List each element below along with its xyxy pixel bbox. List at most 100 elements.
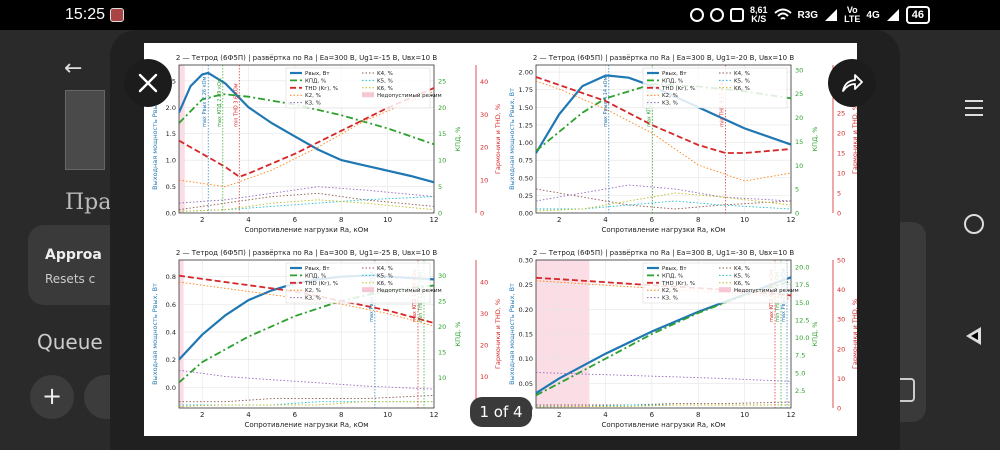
legend-label: K6, %: [377, 281, 393, 287]
y3-axis-label: Гармоники и THD, %: [494, 104, 502, 174]
y3-tick-label: 30: [837, 316, 845, 324]
plot-frame: [178, 259, 435, 409]
background-heading: Пра: [65, 190, 112, 215]
legend-label: K2, %: [305, 93, 321, 99]
y2-axis-label: КПД, %: [454, 322, 462, 347]
x-tick-label: 2: [557, 411, 561, 419]
legend-label: КПД, %: [662, 78, 683, 84]
y3-tick-label: 25: [837, 110, 845, 118]
y-tick-label: 0.6: [166, 301, 176, 309]
speed-value: 8,61: [749, 5, 768, 15]
y3-axis-label: Гармоники и THD, %: [851, 104, 857, 174]
legend-label: K6, %: [734, 86, 750, 92]
add-button[interactable]: +: [30, 375, 74, 419]
wifi-icon: [773, 8, 792, 20]
legend-label: K2, %: [305, 288, 321, 294]
legend-label: Рвых, Вт: [305, 71, 330, 77]
series-line: [179, 87, 434, 178]
legend-label: K5, %: [734, 273, 750, 279]
y2-tick-label: 10: [795, 162, 803, 170]
y2-tick-label: 15.0: [795, 299, 809, 307]
legend-label: K4, %: [377, 71, 393, 77]
series-line: [536, 188, 791, 210]
legend-box: [285, 67, 431, 109]
chart-2: 2 — Тетрод (6Ф5П) | развёртка по Ra | Ea…: [508, 54, 857, 234]
x-tick-label: 8: [696, 411, 700, 419]
y-axis-label: Выходная мощность Рвых, Вт: [151, 88, 159, 190]
y3-tick-label: 0: [480, 210, 484, 218]
y3-axis-label: Гармоники и THD, %: [851, 299, 857, 369]
recent-apps-button[interactable]: [965, 100, 983, 116]
chart-title: 2 — Тетрод (6Ф5П) | развёртка по Ra | Ea…: [176, 54, 437, 62]
y2-tick-label: 10: [438, 374, 446, 382]
legend-label: K3, %: [305, 101, 321, 107]
y-tick-label: 0.05: [519, 380, 533, 388]
volte-top: Vo: [846, 5, 858, 15]
x-tick-label: 10: [740, 216, 749, 224]
share-button[interactable]: [828, 59, 876, 107]
y3-tick-label: 0: [837, 210, 841, 218]
y-axis-label: Выходная мощность Рвых, Вт: [508, 283, 516, 385]
y2-tick-label: 5: [795, 186, 799, 194]
series-line: [179, 71, 434, 184]
y2-tick-label: 25: [795, 90, 803, 98]
legend-label: Недопустимый режим: [734, 287, 799, 294]
y2-tick-label: 10.0: [795, 334, 809, 342]
legend-label: Рвых, Вт: [662, 71, 687, 77]
nfc-icon: [729, 8, 744, 22]
legend-label: K4, %: [377, 266, 393, 272]
series-line: [179, 199, 434, 212]
series-line: [179, 186, 434, 204]
y3-tick-label: 10: [837, 375, 845, 383]
signal-generation: 4G: [866, 9, 880, 21]
signal-icon-2: [886, 9, 899, 21]
series-line: [536, 192, 791, 212]
legend-label: K4, %: [734, 71, 750, 77]
close-button[interactable]: [124, 59, 172, 107]
plot-frame: [178, 64, 435, 214]
legend-swatch: [362, 92, 374, 98]
y2-tick-label: 5: [438, 183, 442, 191]
legend-label: K2, %: [662, 288, 678, 294]
legend-label: K4, %: [734, 266, 750, 272]
x-axis-label: Сопротивление нагрузки Ra, кОм: [602, 226, 726, 234]
legend-label: THD (Kг), %: [304, 86, 338, 92]
x-tick-label: 4: [603, 216, 608, 224]
y-tick-label: 0.10: [519, 355, 533, 363]
x-tick-label: 8: [339, 216, 343, 224]
y-tick-label: 1.5: [166, 130, 176, 138]
legend-label: K6, %: [734, 281, 750, 287]
y-tick-label: 0.2: [166, 356, 176, 364]
x-tick-label: 12: [787, 411, 796, 419]
y3-tick-label: 0: [837, 405, 841, 413]
y-tick-label: 0.5: [166, 183, 176, 191]
y-tick-label: 0.20: [519, 306, 533, 314]
series-line: [179, 90, 434, 188]
x-tick-label: 10: [740, 411, 749, 419]
series-line: [179, 192, 434, 211]
back-arrow-icon[interactable]: ←: [64, 56, 83, 81]
image-panel[interactable]: 2 — Тетрод (6Ф5П) | развёртка по Ra | Ea…: [144, 43, 857, 436]
x-axis-label: Сопротивление нагрузки Ra, кОм: [602, 421, 726, 429]
annotation-label: min THD 3.6 кОм: [233, 83, 239, 127]
chart-3: 2 — Тетрод (6Ф5П) | развёртка по Ra | Ea…: [151, 249, 502, 429]
page-counter: 1 of 4: [470, 397, 532, 427]
y3-tick-label: 20: [480, 144, 488, 152]
home-button[interactable]: [964, 214, 984, 234]
y3-tick-label: 40: [480, 279, 488, 287]
y2-tick-label: 30: [795, 66, 803, 74]
x-tick-label: 6: [650, 411, 655, 419]
y2-tick-label: 0: [438, 210, 442, 218]
background-card-title: Approa: [45, 247, 102, 263]
legend-box: [285, 262, 431, 304]
y-tick-label: 0.8: [166, 273, 176, 281]
legend-swatch: [719, 287, 731, 293]
y2-tick-label: 5.0: [795, 369, 805, 377]
x-tick-label: 6: [293, 216, 298, 224]
share-icon: [842, 74, 863, 92]
y2-axis-label: КПД, %: [454, 127, 462, 152]
dnd-icon: [709, 8, 724, 22]
